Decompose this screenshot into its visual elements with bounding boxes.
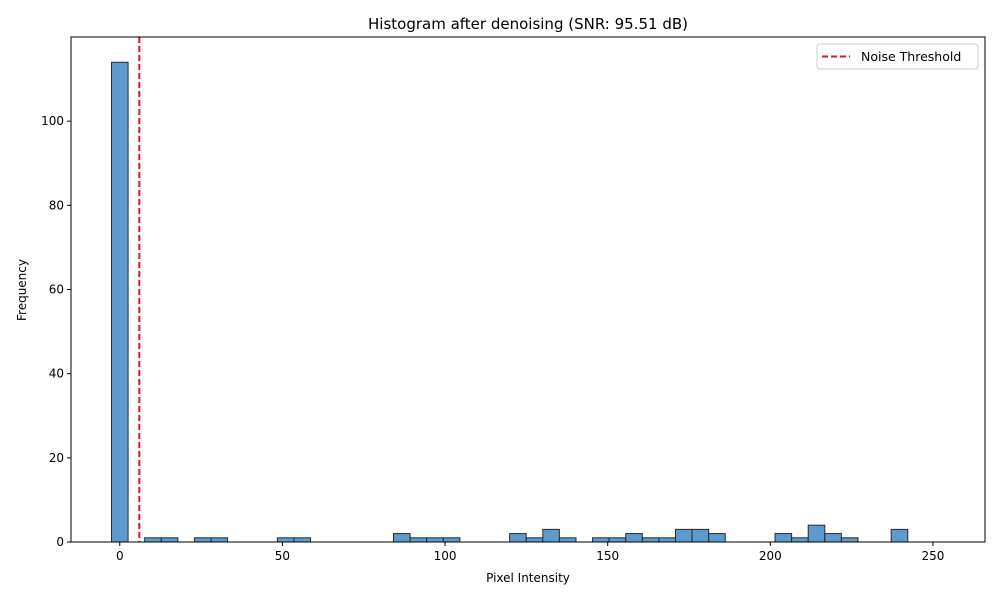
histogram-bar	[774, 533, 793, 543]
plot-frame	[70, 36, 986, 543]
histogram-bar	[608, 537, 627, 543]
histogram-bar	[558, 537, 577, 543]
y-ticks: 0 20 40 60 80 100	[41, 114, 71, 549]
histogram-bar	[144, 537, 162, 543]
histogram-bar	[276, 537, 295, 543]
x-tick-label: 0	[116, 549, 124, 563]
y-tick-label: 20	[49, 451, 64, 465]
histogram-bar	[293, 537, 312, 543]
bars-group	[110, 61, 909, 543]
histogram-bar	[160, 537, 179, 543]
histogram-bar	[110, 61, 129, 543]
histogram-bar	[542, 528, 560, 543]
y-tick-label: 60	[49, 283, 64, 297]
histogram-bar	[509, 533, 527, 543]
histogram-bar	[641, 537, 660, 543]
histogram-bar	[409, 537, 428, 543]
legend: Noise Threshold	[816, 43, 979, 70]
histogram-bar	[525, 537, 544, 543]
legend-threshold-label: Noise Threshold	[861, 49, 961, 64]
histogram-bar	[708, 533, 726, 543]
histogram-bar	[210, 537, 229, 543]
histogram-bar	[791, 537, 809, 543]
histogram-bar	[807, 524, 826, 543]
histogram-bar	[890, 528, 909, 543]
histogram-bar	[675, 528, 693, 543]
x-axis-label: Pixel Intensity	[486, 571, 570, 585]
histogram-bar	[840, 537, 859, 543]
axes-group	[70, 36, 986, 543]
legend-box	[816, 43, 979, 70]
histogram-bar	[393, 533, 411, 543]
histogram-bar	[592, 537, 610, 543]
chart-title: Histogram after denoising (SNR: 95.51 dB…	[368, 15, 688, 33]
x-ticks: 0 50 100 150 200 250	[116, 542, 944, 563]
y-tick-label: 40	[49, 367, 64, 381]
y-tick-label: 80	[49, 198, 64, 212]
x-tick-label: 50	[275, 549, 290, 563]
histogram-bar	[691, 528, 710, 543]
x-tick-label: 150	[596, 549, 619, 563]
histogram-bar	[625, 533, 643, 543]
histogram-bar	[824, 533, 842, 543]
x-tick-label: 100	[434, 549, 457, 563]
y-tick-label: 0	[56, 535, 64, 549]
histogram-bar	[193, 537, 212, 543]
histogram-bar	[426, 537, 444, 543]
x-tick-label: 250	[922, 549, 945, 563]
y-axis-label: Frequency	[15, 259, 29, 321]
x-tick-label: 200	[759, 549, 782, 563]
histogram-bar	[442, 537, 461, 543]
y-tick-label: 100	[41, 114, 64, 128]
histogram-bar	[658, 537, 677, 543]
